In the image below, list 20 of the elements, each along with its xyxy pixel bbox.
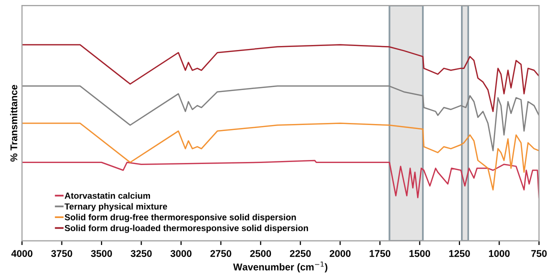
x-tick-label: 1750: [370, 250, 390, 257]
legend-label: Ternary physical mixture: [64, 203, 168, 212]
x-tick-label: 1250: [449, 250, 470, 257]
legend-label: Solid form drug-free thermoresponsive solid dispersion: [64, 214, 296, 222]
x-tick-label: 2750: [210, 250, 232, 257]
x-tick-label: 4000: [11, 250, 32, 257]
x-tick-label: 2500: [250, 250, 272, 257]
x-tick-label: 2250: [290, 250, 311, 257]
x-tick-label: 2000: [330, 250, 351, 257]
legend-label: Solid form drug-loaded thermoresponsive solid dispersion: [64, 224, 308, 233]
x-axis-title: Wavenumber (cm$^{−1}$): [233, 262, 328, 272]
x-tick-label: 750: [531, 250, 547, 257]
x-tick-label: 3250: [130, 250, 152, 257]
y-axis-title: % Transmittance: [10, 84, 18, 162]
x-tick-label: 1500: [409, 250, 430, 257]
x-tick-label: 3000: [170, 250, 192, 257]
x-tick-label: 1000: [489, 250, 510, 257]
x-tick-label: 3500: [90, 250, 112, 257]
x-tick-label: 3750: [51, 250, 72, 257]
legend-label: Atorvastatin calcium: [64, 192, 150, 199]
